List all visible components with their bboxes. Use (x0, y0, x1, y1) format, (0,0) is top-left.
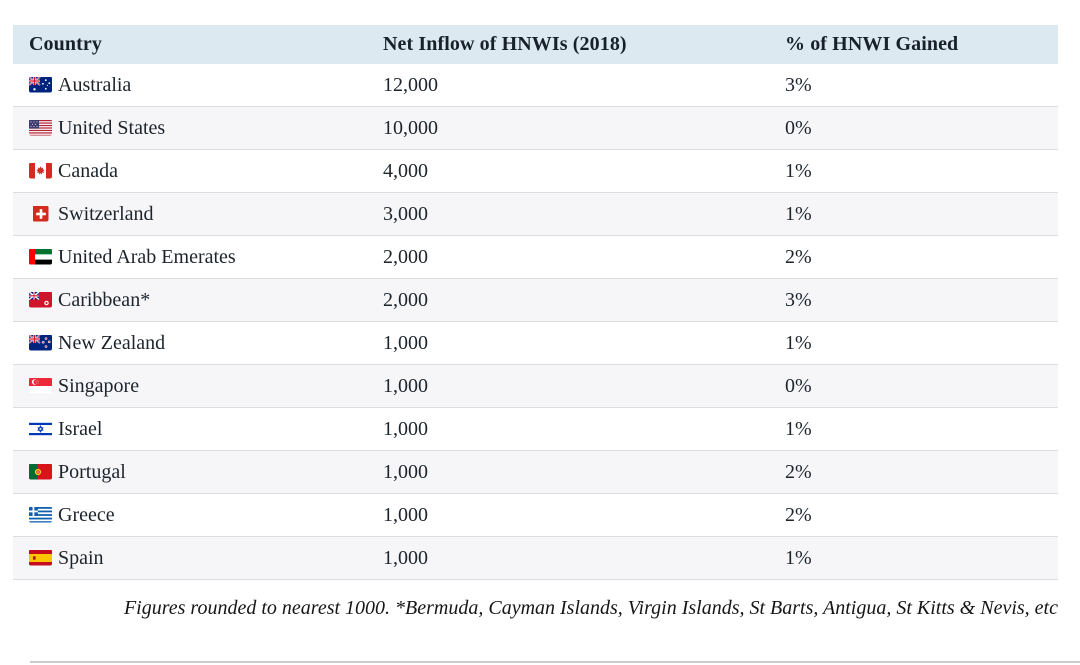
pct-gained-cell: 0% (785, 106, 1058, 150)
table-row: Israel 1,000 1% (13, 407, 1058, 451)
israel-flag-icon (29, 421, 52, 437)
hnwi-table: Country Net Inflow of HNWIs (2018) % of … (13, 25, 1058, 580)
table-row: Portugal 1,000 2% (13, 450, 1058, 494)
country-label: Israel (58, 417, 103, 440)
table-row: United States 10,000 0% (13, 106, 1058, 150)
country-label: United Arab Emerates (58, 245, 236, 268)
pct-gained-cell: 1% (785, 192, 1058, 236)
pct-gained-cell: 0% (785, 364, 1058, 408)
net-inflow-cell: 1,000 (383, 407, 785, 451)
net-inflow-cell: 3,000 (383, 192, 785, 236)
spain-flag-icon (29, 550, 52, 566)
footnote: Figures rounded to nearest 1000. *Bermud… (123, 597, 1058, 619)
country-cell: Israel (13, 407, 383, 451)
country-cell: Canada (13, 149, 383, 193)
net-inflow-cell: 2,000 (383, 278, 785, 322)
table-row: New Zealand 1,000 1% (13, 321, 1058, 365)
net-inflow-cell: 1,000 (383, 536, 785, 580)
column-header-pct-gained: % of HNWI Gained (785, 25, 1058, 64)
pct-gained-cell: 1% (785, 149, 1058, 193)
uae-flag-icon (29, 249, 52, 265)
greece-flag-icon (29, 507, 52, 523)
country-cell: Australia (13, 64, 383, 107)
net-inflow-cell: 12,000 (383, 73, 438, 96)
pct-gained-cell: 1% (785, 407, 1058, 451)
portugal-flag-icon (29, 464, 52, 480)
country-cell: New Zealand (13, 321, 383, 365)
table-row: Canada 4,000 1% (13, 149, 1058, 193)
australia-flag-icon (29, 77, 52, 93)
country-cell: Caribbean* (13, 278, 383, 322)
country-cell: Switzerland (13, 192, 383, 236)
pct-gained-cell: 2% (785, 493, 1058, 537)
united-states-flag-icon (29, 120, 52, 136)
country-label: Greece (58, 503, 115, 526)
pct-gained-cell: 3% (785, 73, 812, 96)
table-row: Singapore 1,000 0% (13, 364, 1058, 408)
canada-flag-icon (29, 163, 52, 179)
singapore-flag-icon (29, 378, 52, 394)
country-label: Australia (58, 73, 132, 96)
column-header-net-inflow: Net Inflow of HNWIs (2018) (383, 25, 785, 64)
net-inflow-cell: 1,000 (383, 321, 785, 365)
country-cell: Spain (13, 536, 383, 580)
new-zealand-flag-icon (29, 335, 52, 351)
country-cell: United States (13, 106, 383, 150)
net-inflow-cell: 2,000 (383, 235, 785, 279)
table-row: Spain 1,000 1% (13, 536, 1058, 580)
country-cell: Portugal (13, 450, 383, 494)
bottom-divider (30, 661, 1080, 663)
country-label: New Zealand (58, 331, 166, 354)
net-inflow-cell: 4,000 (383, 149, 785, 193)
net-inflow-cell: 1,000 (383, 493, 785, 537)
table-row: Greece 1,000 2% (13, 493, 1058, 537)
net-inflow-cell: 10,000 (383, 106, 785, 150)
country-cell: United Arab Emerates (13, 235, 383, 279)
country-label: Singapore (58, 374, 140, 397)
country-cell: Singapore (13, 364, 383, 408)
country-label: Switzerland (58, 202, 154, 225)
header-row: Country Net Inflow of HNWIs (2018) % of … (13, 25, 1058, 64)
column-header-country: Country (13, 25, 383, 64)
country-label: Spain (58, 546, 104, 569)
country-label: Canada (58, 159, 118, 182)
table-row: Australia 12,000 3% (13, 64, 1058, 107)
net-inflow-cell: 1,000 (383, 450, 785, 494)
pct-gained-cell: 2% (785, 235, 1058, 279)
country-label: Caribbean* (58, 288, 151, 311)
pct-gained-cell: 1% (785, 321, 1058, 365)
pct-gained-cell: 1% (785, 536, 1058, 580)
table-row: Switzerland 3,000 1% (13, 192, 1058, 236)
country-label: United States (58, 116, 166, 139)
pct-gained-cell: 2% (785, 450, 1058, 494)
table-row: Caribbean* 2,000 3% (13, 278, 1058, 322)
caribbean-flag-icon (29, 292, 52, 308)
country-label: Portugal (58, 460, 126, 483)
net-inflow-cell: 1,000 (383, 364, 785, 408)
country-cell: Greece (13, 493, 383, 537)
table-row: United Arab Emerates 2,000 2% (13, 235, 1058, 279)
pct-gained-cell: 3% (785, 278, 1058, 322)
switzerland-flag-icon (29, 206, 52, 222)
